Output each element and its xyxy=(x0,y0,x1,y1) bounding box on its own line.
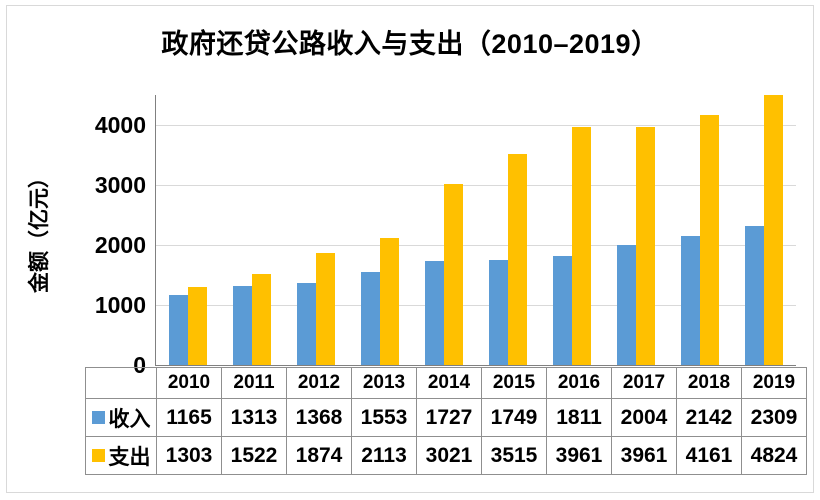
bars xyxy=(156,95,796,365)
bar-收入-2019 xyxy=(745,226,764,365)
data-table: 2010 2011 2012 2013 2014 2015 2016 2017 2018 2019… xyxy=(85,367,807,475)
y-axis-title: 金额（亿元） xyxy=(28,167,51,293)
value-支出-2018: 4161 xyxy=(676,436,742,475)
value-收入-2016: 1811 xyxy=(546,398,612,437)
bar-收入-2014 xyxy=(425,261,444,365)
bar-group-2010 xyxy=(156,95,220,365)
bar-收入-2010 xyxy=(169,295,188,365)
bar-group-2011 xyxy=(220,95,284,365)
bar-收入-2012 xyxy=(297,283,316,365)
value-收入-2010: 1165 xyxy=(156,398,222,437)
bar-收入-2016 xyxy=(553,256,572,365)
value-收入-2011: 1313 xyxy=(221,398,287,437)
value-收入-2013: 1553 xyxy=(351,398,417,437)
bar-收入-2018 xyxy=(681,236,700,365)
legend-label: 收入 xyxy=(108,407,151,431)
gridline xyxy=(156,304,796,306)
bar-group-2013 xyxy=(348,95,412,365)
bar-支出-2014 xyxy=(444,184,463,365)
legend-cell-支出: 支出 xyxy=(85,436,157,475)
value-支出-2016: 3961 xyxy=(546,436,612,475)
bar-支出-2012 xyxy=(316,253,335,365)
x-axis-label-2019: 2019 xyxy=(741,367,807,399)
bar-支出-2016 xyxy=(572,127,591,365)
x-axis-label-2015: 2015 xyxy=(481,367,547,399)
plot-area xyxy=(155,95,796,366)
x-axis-label-2016: 2016 xyxy=(546,367,612,399)
y-tick-label: 1000 xyxy=(94,292,146,318)
value-支出-2012: 1874 xyxy=(286,436,352,475)
bar-收入-2015 xyxy=(489,260,508,365)
bar-支出-2017 xyxy=(636,127,655,365)
gridline xyxy=(156,184,796,186)
value-收入-2019: 2309 xyxy=(741,398,807,437)
value-支出-2017: 3961 xyxy=(611,436,677,475)
legend-cell-收入: 收入 xyxy=(85,398,157,437)
value-支出-2019: 4824 xyxy=(741,436,807,475)
table-row-支出: 支出 1303 1522 1874 2113 3021 3515 3961 3961 4161 48… xyxy=(85,436,807,475)
value-支出-2011: 1522 xyxy=(221,436,287,475)
value-支出-2013: 2113 xyxy=(351,436,417,475)
y-tick-label: 2000 xyxy=(94,232,146,258)
bar-group-2017 xyxy=(604,95,668,365)
value-收入-2012: 1368 xyxy=(286,398,352,437)
legend-label: 支出 xyxy=(108,445,151,469)
chart-title: 政府还贷公路收入与支出（2010–2019） xyxy=(161,29,659,59)
bar-支出-2019 xyxy=(764,95,783,365)
bar-group-2018 xyxy=(668,95,732,365)
bar-收入-2011 xyxy=(233,286,252,365)
x-axis-label-2018: 2018 xyxy=(676,367,742,399)
bar-支出-2013 xyxy=(380,238,399,365)
bar-group-2012 xyxy=(284,95,348,365)
table-corner-spacer xyxy=(85,367,157,399)
x-axis-label-2017: 2017 xyxy=(611,367,677,399)
x-axis-label-2010: 2010 xyxy=(156,367,222,399)
table-row-收入: 收入 1165 1313 1368 1553 1727 1749 1811 2004 2142 23… xyxy=(85,398,807,437)
x-axis-label-2013: 2013 xyxy=(351,367,417,399)
x-axis-label-2011: 2011 xyxy=(221,367,287,399)
gridline xyxy=(156,124,796,126)
gridline xyxy=(156,244,796,246)
value-收入-2015: 1749 xyxy=(481,398,547,437)
value-收入-2014: 1727 xyxy=(416,398,482,437)
legend-swatch-icon xyxy=(91,410,105,424)
bar-group-2019 xyxy=(732,95,796,365)
x-axis-label-2012: 2012 xyxy=(286,367,352,399)
bar-支出-2015 xyxy=(508,154,527,365)
value-支出-2015: 3515 xyxy=(481,436,547,475)
bar-支出-2011 xyxy=(252,274,271,365)
y-tick-label: 3000 xyxy=(94,172,146,198)
bar-收入-2017 xyxy=(617,245,636,365)
bar-支出-2010 xyxy=(188,287,207,365)
bar-group-2014 xyxy=(412,95,476,365)
value-支出-2010: 1303 xyxy=(156,436,222,475)
value-收入-2017: 2004 xyxy=(611,398,677,437)
bar-支出-2018 xyxy=(700,115,719,365)
value-支出-2014: 3021 xyxy=(416,436,482,475)
bar-收入-2013 xyxy=(361,272,380,365)
x-axis-label-2014: 2014 xyxy=(416,367,482,399)
bar-group-2016 xyxy=(540,95,604,365)
y-tick-label: 4000 xyxy=(94,112,146,138)
bar-group-2015 xyxy=(476,95,540,365)
legend-swatch-icon xyxy=(91,448,105,462)
value-收入-2018: 2142 xyxy=(676,398,742,437)
